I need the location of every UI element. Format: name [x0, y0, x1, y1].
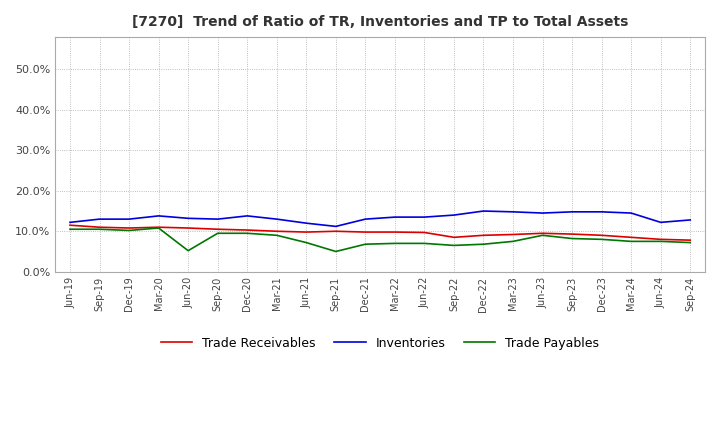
Trade Receivables [243, 227, 251, 233]
Trade Payables [184, 248, 192, 253]
Trade Receivables [390, 229, 399, 235]
Trade Payables [657, 239, 665, 244]
Inventories [539, 210, 547, 216]
Inventories [154, 213, 163, 219]
Inventories [213, 216, 222, 222]
Trade Receivables [184, 225, 192, 231]
Inventories [420, 214, 428, 220]
Inventories [272, 216, 281, 222]
Trade Payables [390, 241, 399, 246]
Trade Payables [272, 233, 281, 238]
Trade Payables [686, 240, 695, 245]
Trade Payables [598, 237, 606, 242]
Trade Payables [509, 239, 518, 244]
Trade Receivables [125, 225, 133, 231]
Inventories [66, 220, 74, 225]
Trade Receivables [154, 224, 163, 230]
Trade Payables [568, 236, 577, 241]
Trade Receivables [598, 233, 606, 238]
Trade Receivables [66, 223, 74, 228]
Inventories [331, 224, 340, 229]
Trade Payables [331, 249, 340, 254]
Trade Receivables [657, 237, 665, 242]
Trade Payables [449, 243, 458, 248]
Trade Payables [420, 241, 428, 246]
Trade Payables [539, 233, 547, 238]
Trade Payables [213, 231, 222, 236]
Trade Receivables [686, 238, 695, 243]
Trade Receivables [213, 227, 222, 232]
Trade Receivables [331, 229, 340, 234]
Inventories [95, 216, 104, 222]
Trade Receivables [509, 232, 518, 237]
Inventories [449, 213, 458, 218]
Inventories [568, 209, 577, 214]
Trade Payables [243, 231, 251, 236]
Trade Payables [154, 225, 163, 231]
Trade Receivables [302, 229, 310, 235]
Inventories [390, 214, 399, 220]
Trade Payables [627, 239, 636, 244]
Title: [7270]  Trend of Ratio of TR, Inventories and TP to Total Assets: [7270] Trend of Ratio of TR, Inventories… [132, 15, 629, 29]
Inventories [243, 213, 251, 219]
Trade Receivables [627, 235, 636, 240]
Trade Receivables [420, 230, 428, 235]
Trade Receivables [480, 233, 488, 238]
Trade Receivables [539, 231, 547, 236]
Inventories [480, 209, 488, 214]
Inventories [184, 216, 192, 221]
Trade Receivables [449, 235, 458, 240]
Line: Trade Payables: Trade Payables [70, 228, 690, 252]
Trade Receivables [272, 229, 281, 234]
Inventories [686, 217, 695, 223]
Legend: Trade Receivables, Inventories, Trade Payables: Trade Receivables, Inventories, Trade Pa… [156, 332, 604, 355]
Trade Payables [125, 228, 133, 233]
Trade Payables [95, 227, 104, 232]
Line: Inventories: Inventories [70, 211, 690, 227]
Line: Trade Receivables: Trade Receivables [70, 225, 690, 240]
Trade Payables [66, 227, 74, 232]
Inventories [361, 216, 369, 222]
Trade Payables [361, 242, 369, 247]
Trade Receivables [361, 229, 369, 235]
Inventories [509, 209, 518, 214]
Trade Receivables [95, 224, 104, 230]
Inventories [657, 220, 665, 225]
Inventories [627, 210, 636, 216]
Trade Receivables [568, 231, 577, 237]
Trade Payables [302, 240, 310, 245]
Trade Payables [480, 242, 488, 247]
Inventories [302, 220, 310, 226]
Inventories [598, 209, 606, 214]
Inventories [125, 216, 133, 222]
